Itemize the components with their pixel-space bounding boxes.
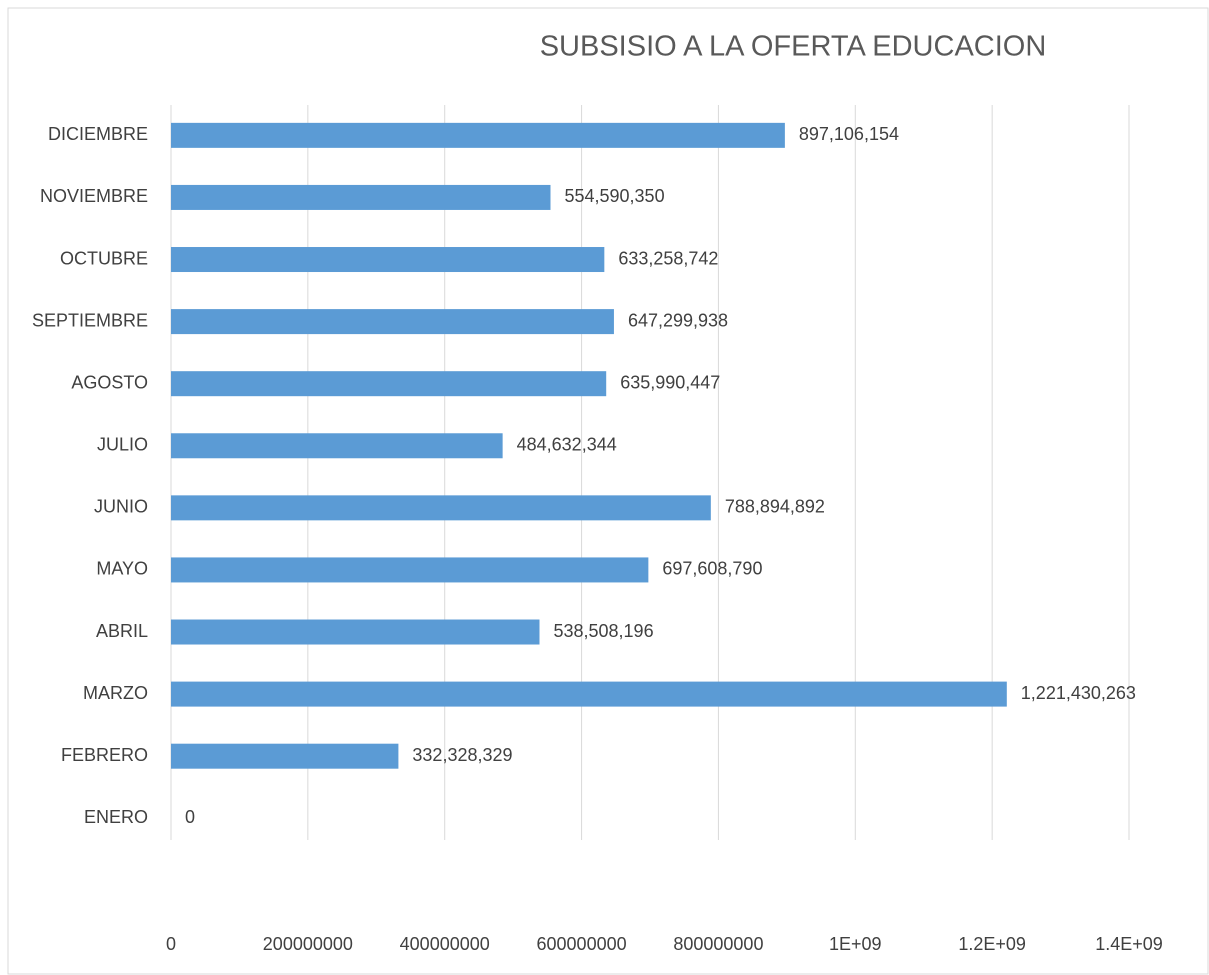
chart-border (7, 7, 1209, 975)
bar (171, 743, 399, 769)
bar (171, 433, 503, 459)
y-tick-label: OCTUBRE (60, 248, 148, 268)
y-tick-label: MAYO (96, 559, 148, 579)
y-tick-label: NOVIEMBRE (40, 186, 148, 206)
x-tick-label: 1.2E+09 (958, 934, 1026, 954)
bar (171, 681, 1007, 707)
x-tick-label: 400000000 (400, 934, 490, 954)
data-label: 538,508,196 (553, 621, 653, 641)
y-tick-label: JULIO (97, 435, 148, 455)
data-label: 647,299,938 (628, 310, 728, 330)
y-tick-label: JUNIO (94, 497, 148, 517)
data-label: 332,328,329 (412, 745, 512, 765)
data-label: 0 (185, 807, 195, 827)
x-tick-label: 0 (166, 934, 176, 954)
y-tick-label: SEPTIEMBRE (32, 310, 148, 330)
bar (171, 309, 614, 335)
data-label: 484,632,344 (517, 435, 617, 455)
y-tick-label: MARZO (83, 683, 148, 703)
data-label: 633,258,742 (618, 248, 718, 268)
x-tick-label: 200000000 (263, 934, 353, 954)
bar (171, 247, 605, 273)
data-label: 697,608,790 (662, 559, 762, 579)
y-tick-label: DICIEMBRE (48, 124, 148, 144)
x-tick-label: 800000000 (673, 934, 763, 954)
data-label: 554,590,350 (564, 186, 664, 206)
y-tick-label: ABRIL (96, 621, 148, 641)
y-tick-label: ENERO (84, 807, 148, 827)
bar (171, 184, 551, 210)
y-tick-label: FEBRERO (61, 745, 148, 765)
y-tick-label: AGOSTO (71, 372, 148, 392)
bar (171, 122, 785, 148)
data-label: 635,990,447 (620, 372, 720, 392)
data-label: 897,106,154 (799, 124, 899, 144)
data-label: 788,894,892 (725, 497, 825, 517)
bar (171, 557, 649, 583)
chart-title: SUBSISIO A LA OFERTA EDUCACION (540, 31, 1047, 63)
bar (171, 619, 540, 645)
bar (171, 371, 607, 397)
x-tick-label: 600000000 (537, 934, 627, 954)
x-tick-label: 1.4E+09 (1095, 934, 1163, 954)
x-tick-label: 1E+09 (829, 934, 882, 954)
bar (171, 495, 711, 521)
data-label: 1,221,430,263 (1021, 683, 1136, 703)
